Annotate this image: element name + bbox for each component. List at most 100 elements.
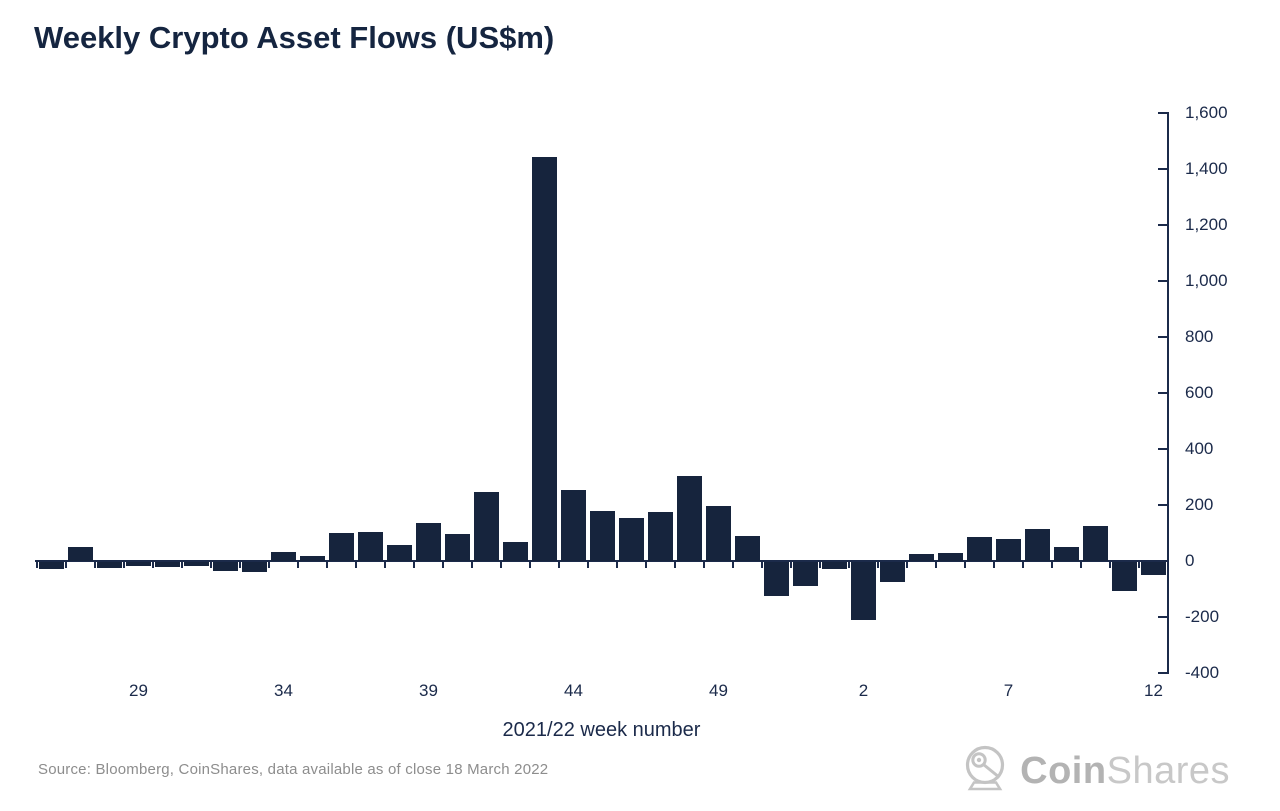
x-tick [587, 562, 589, 568]
x-tick [935, 562, 937, 568]
y-axis-label: 1,600 [1185, 103, 1228, 122]
x-axis-line [35, 560, 1168, 562]
y-axis-label: 800 [1185, 327, 1214, 346]
x-tick [848, 562, 850, 568]
x-tick [674, 562, 676, 568]
bar-week-40 [445, 534, 470, 561]
x-tick [761, 562, 763, 568]
x-tick [471, 562, 473, 568]
y-tick [1158, 672, 1167, 674]
bar-week-10 [1083, 526, 1108, 561]
bar-week-43 [532, 156, 557, 561]
x-tick [36, 562, 38, 568]
bar-week-33 [242, 562, 267, 572]
x-tick [1109, 562, 1111, 568]
x-tick [94, 562, 96, 568]
bar-week-4 [909, 554, 934, 561]
bar-week-7 [996, 539, 1021, 561]
x-axis-label: 29 [129, 681, 148, 700]
bar-week-41 [474, 492, 499, 561]
x-tick [152, 562, 154, 568]
x-axis-label: 12 [1144, 681, 1163, 700]
x-axis-label: 49 [709, 681, 728, 700]
y-axis-label: 200 [1185, 495, 1214, 514]
x-tick [703, 562, 705, 568]
x-tick [65, 562, 67, 568]
bar-week-34 [271, 552, 296, 561]
bar-week-38 [387, 545, 412, 561]
x-tick [1138, 562, 1140, 568]
bar-week-26 [39, 562, 64, 569]
y-axis-label: 1,400 [1185, 159, 1228, 178]
logo-text-shares: Shares [1106, 750, 1230, 792]
x-tick [442, 562, 444, 568]
y-tick [1158, 448, 1167, 450]
bar-week-12 [1141, 562, 1166, 575]
y-axis-label: 600 [1185, 383, 1214, 402]
logo-text-coin: Coin [1020, 750, 1107, 792]
page-title: Weekly Crypto Asset Flows (US$m) [34, 20, 555, 55]
x-tick [790, 562, 792, 568]
y-axis-label: 400 [1185, 439, 1214, 458]
y-tick [1158, 224, 1167, 226]
bar-week-35 [300, 555, 325, 561]
x-axis-label: 39 [419, 681, 438, 700]
x-axis-label: 7 [1003, 681, 1014, 700]
x-tick [819, 562, 821, 568]
x-tick [964, 562, 966, 568]
x-tick [1080, 562, 1082, 568]
y-tick [1158, 168, 1167, 170]
bar-week-44 [561, 489, 586, 561]
bar-week-29 [126, 562, 151, 567]
x-tick [297, 562, 299, 568]
x-tick [1022, 562, 1024, 568]
bar-week-39 [416, 523, 441, 561]
x-tick [181, 562, 183, 568]
bar-week-31 [184, 562, 209, 567]
bar-week-51 [764, 562, 789, 597]
x-tick [529, 562, 531, 568]
x-tick [210, 562, 212, 568]
bar-week-46 [619, 517, 644, 561]
x-tick [268, 562, 270, 568]
y-tick [1158, 336, 1167, 338]
bar-week-6 [967, 536, 992, 561]
y-axis-label: -200 [1185, 607, 1220, 626]
y-axis-label: 0 [1185, 551, 1195, 570]
x-axis-label: 2 [858, 681, 869, 700]
bar-week-27 [68, 547, 93, 561]
bar-week-8 [1025, 529, 1050, 561]
x-tick [413, 562, 415, 568]
x-tick [123, 562, 125, 568]
x-axis-label: 44 [564, 681, 583, 700]
y-tick [1158, 616, 1167, 618]
x-tick [1051, 562, 1053, 568]
y-axis-label: -400 [1185, 663, 1220, 682]
bar-week-9 [1054, 547, 1079, 561]
bar-week-45 [590, 510, 615, 561]
y-tick [1158, 560, 1167, 562]
bar-week-37 [358, 531, 383, 561]
coinshares-wordmark: CoinShares [1020, 744, 1230, 798]
bar-week-28 [97, 562, 122, 568]
bar-week-30 [155, 562, 180, 568]
source-note: Source: Bloomberg, CoinShares, data avai… [38, 761, 549, 778]
coinshares-helmet-icon [960, 742, 1010, 801]
coinshares-logo: CoinShares [960, 744, 1230, 798]
x-tick [355, 562, 357, 568]
bar-week-3 [880, 562, 905, 582]
bar-week-42 [503, 541, 528, 561]
bar-week-47 [648, 512, 673, 561]
bar-week-1 [822, 562, 847, 570]
bar-week-36 [329, 532, 354, 561]
x-tick [993, 562, 995, 568]
bar-week-49 [706, 506, 731, 561]
bar-week-5 [938, 553, 963, 561]
y-tick [1158, 112, 1167, 114]
x-tick [326, 562, 328, 568]
x-tick [732, 562, 734, 568]
y-tick [1158, 504, 1167, 506]
x-tick [877, 562, 879, 568]
bar-week-50 [735, 536, 760, 561]
